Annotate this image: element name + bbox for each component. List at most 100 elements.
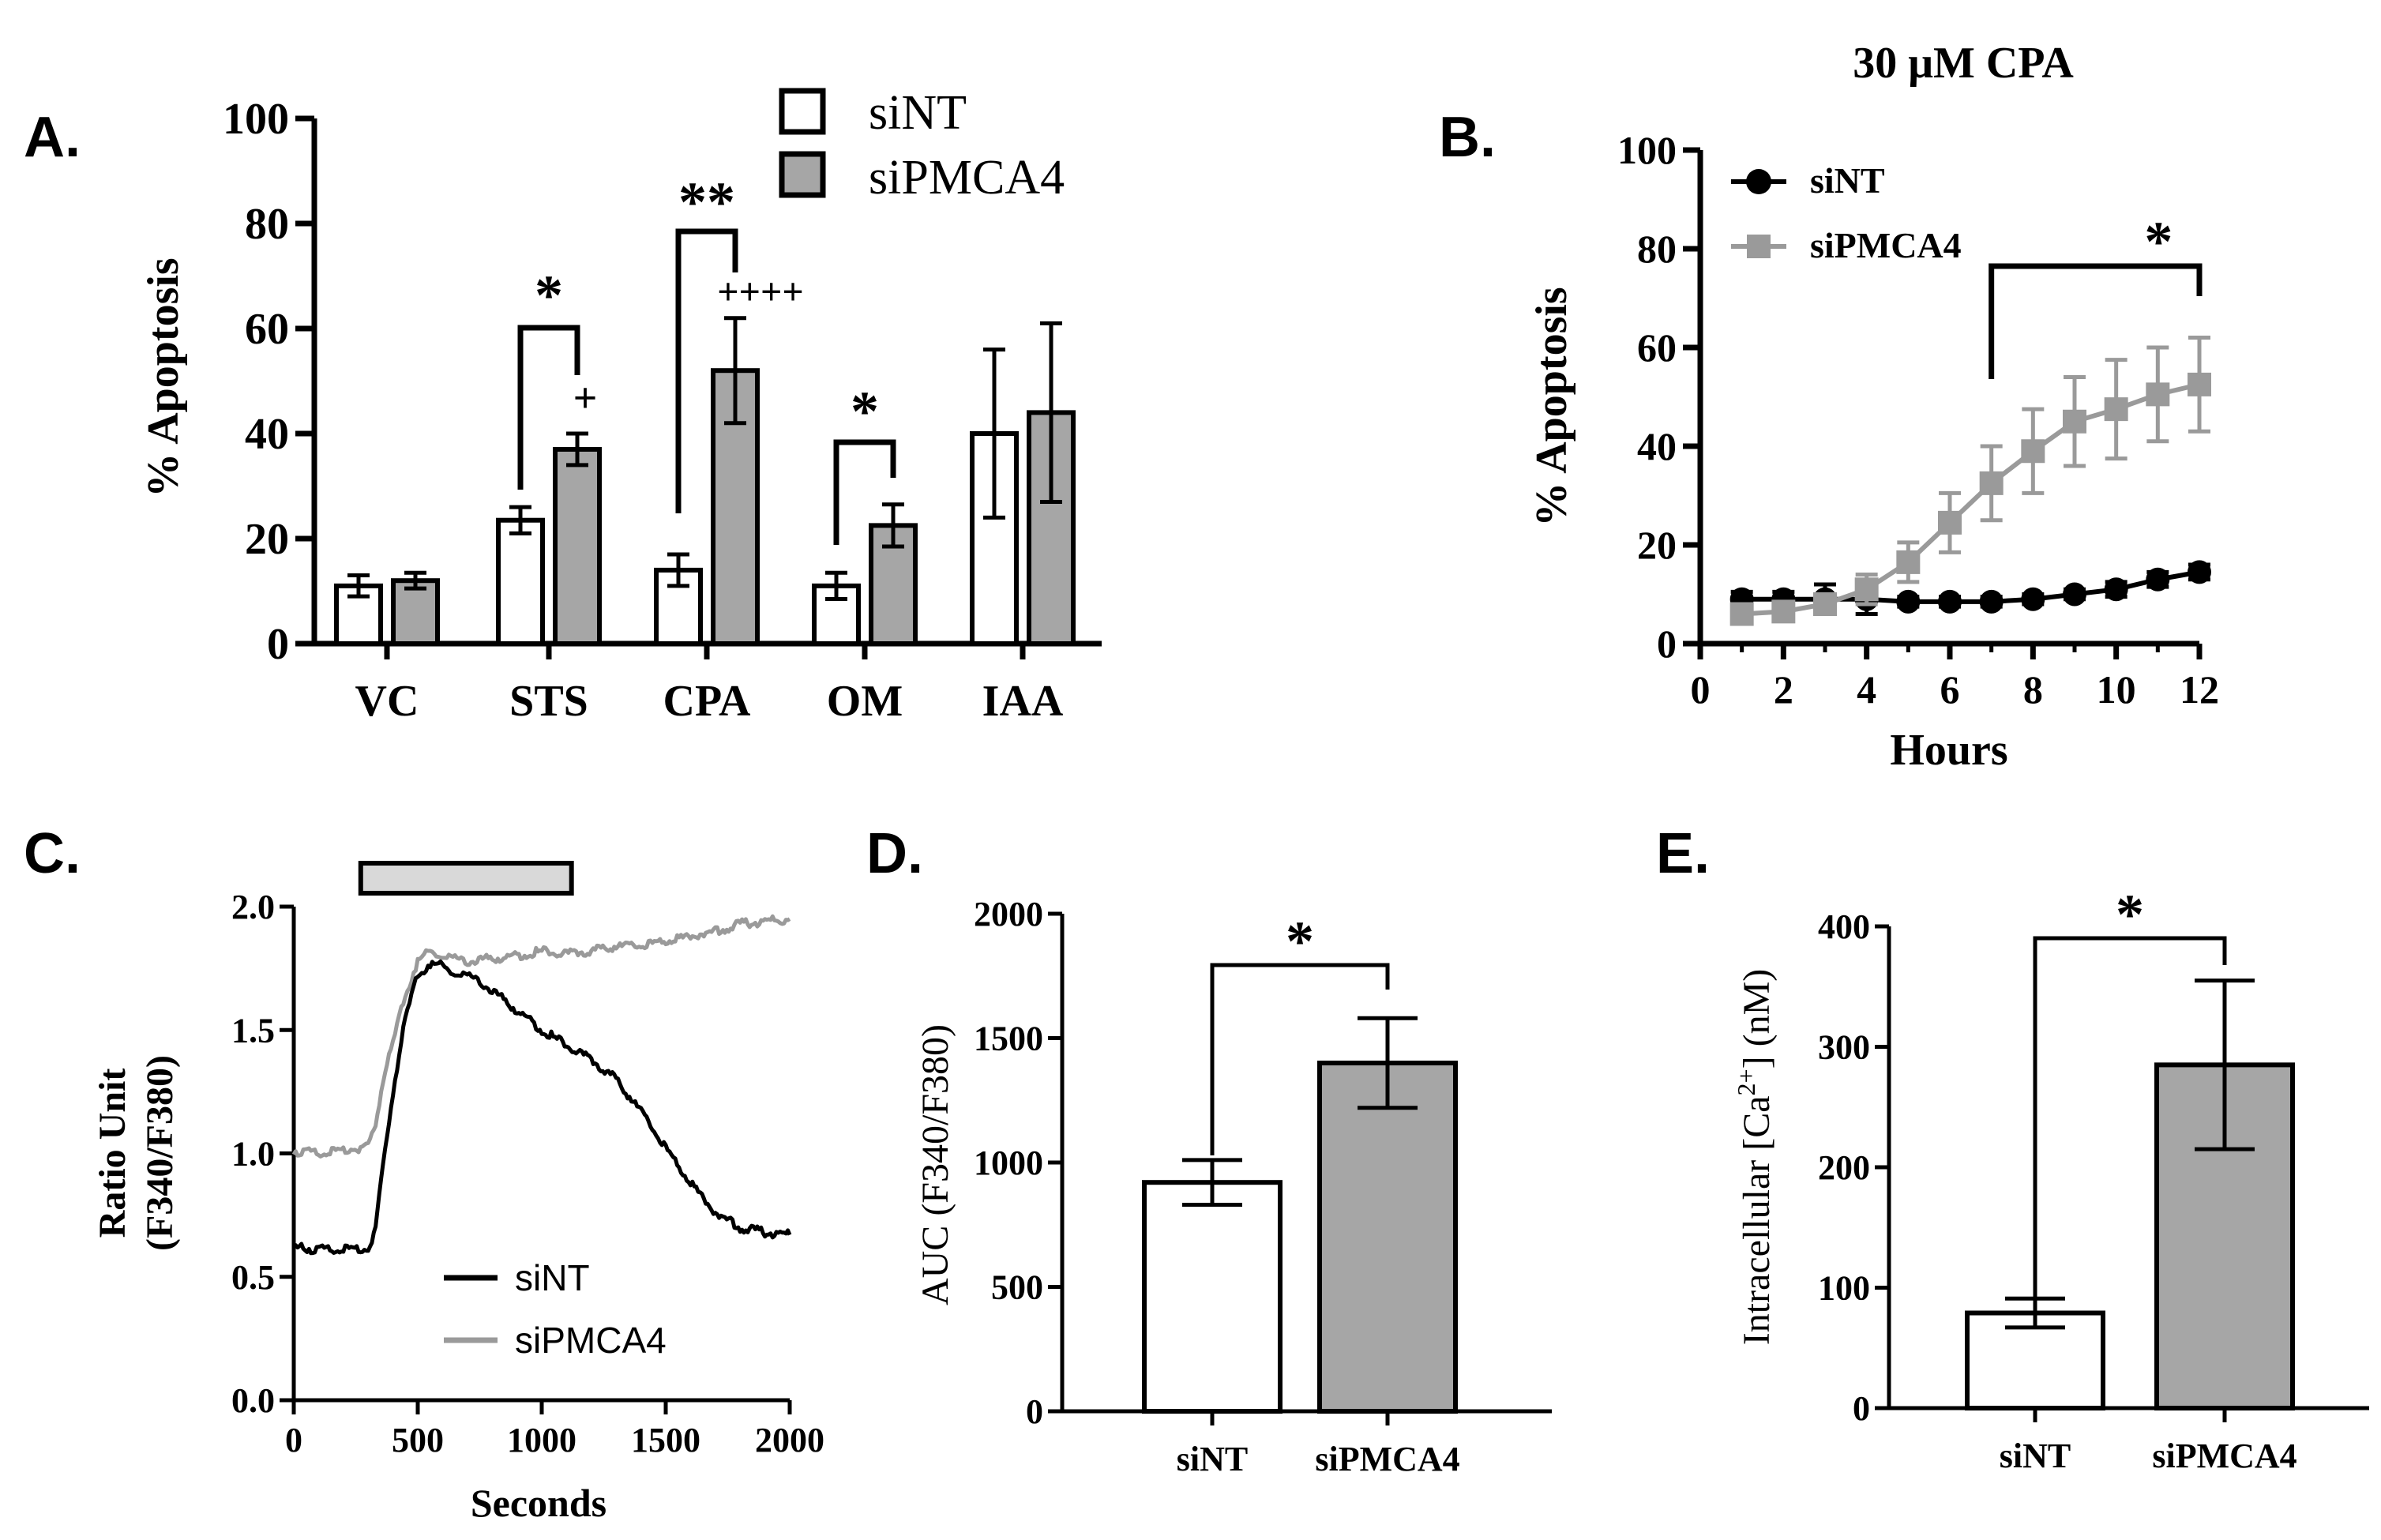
- panel-e-label: E.: [1656, 822, 1710, 885]
- legend-label-sipmca4: siPMCA4: [1810, 225, 1962, 265]
- y-tick-label: 500: [991, 1268, 1043, 1307]
- data-point-sint: [2188, 560, 2211, 584]
- x-tick-label: CPA: [663, 677, 751, 726]
- data-point-sint: [2104, 577, 2128, 602]
- x-tick-label: 12: [2180, 667, 2219, 712]
- data-point-sint: [2021, 587, 2045, 611]
- data-point-sipmca4: [2104, 397, 2128, 422]
- x-tick-label: 500: [392, 1421, 444, 1459]
- data-point-sipmca4: [1938, 510, 1962, 535]
- bar-sint: [496, 517, 545, 646]
- y-tick-label: 0: [1657, 622, 1677, 666]
- data-point-sipmca4: [1813, 592, 1837, 616]
- legend-marker-sint: [1746, 169, 1771, 194]
- x-tick-label: IAA: [982, 677, 1064, 726]
- data-point-sipmca4: [1854, 577, 1879, 602]
- panel-c-legend: siNT siPMCA4: [444, 1257, 667, 1361]
- x-tick-label: 0: [285, 1421, 302, 1459]
- panel-b-plot: 0 20 40 60 80 100 0 2 4 6 8 10 12 *: [1617, 128, 2219, 712]
- y-tick-label: 100: [223, 95, 289, 144]
- trace-sint: [293, 959, 792, 1256]
- data-point-sipmca4: [1771, 599, 1796, 624]
- data-point-sint: [1896, 589, 1921, 614]
- panel-e: E. 0 100 200 300 400 siNT siPMCA4 * Intracellul…: [1656, 822, 2369, 1475]
- x-tick-label: 2000: [755, 1421, 824, 1459]
- panel-c-plot: 0.0 0.5 1.0 1.5 2.0 0 500 1000 1500 2000: [231, 861, 824, 1459]
- legend-label-sipmca4: siPMCA4: [869, 151, 1065, 205]
- panel-d: D. 0 500 1000 1500 2000 siNT siPMCA4 * AUC (F34…: [866, 822, 1552, 1478]
- data-point-sipmca4: [2021, 439, 2045, 464]
- significance-star: *: [535, 264, 563, 327]
- data-point-sint: [2146, 567, 2170, 592]
- y-tick-label: 0.5: [231, 1258, 275, 1297]
- significance-bracket: [675, 228, 738, 513]
- data-point-sipmca4: [1896, 550, 1921, 574]
- legend-label-sint: siNT: [869, 86, 967, 140]
- x-tick-label: STS: [509, 677, 588, 726]
- x-tick-label: 8: [2023, 667, 2043, 712]
- legend-label-sint: siNT: [1810, 160, 1885, 201]
- data-point-sipmca4: [2146, 382, 2170, 407]
- data-point-sipmca4: [2188, 372, 2211, 396]
- x-tick-label: VC: [355, 677, 419, 726]
- legend-swatch-sint: [779, 88, 826, 135]
- y-tick-label: 0: [1853, 1389, 1870, 1428]
- significance-bracket: [833, 439, 896, 545]
- legend-marker-sipmca4: [1747, 235, 1771, 258]
- x-tick-label: siNT: [1177, 1440, 1248, 1478]
- y-tick-label: 1.5: [231, 1011, 275, 1050]
- panel-c-y-axis-label-line1: Ratio Unit: [92, 1069, 133, 1238]
- panel-b-title: 30 μM CPA: [1853, 39, 2074, 88]
- y-tick-label: 100: [1818, 1269, 1870, 1308]
- data-point-sint: [2063, 582, 2086, 607]
- y-tick-label: 100: [1617, 128, 1677, 172]
- y-tick-label: 80: [245, 200, 289, 249]
- x-tick-label: 2: [1774, 667, 1793, 712]
- y-tick-label: 2.0: [231, 888, 275, 926]
- y-tick-label: 400: [1818, 907, 1870, 946]
- panel-a-legend: siNT siPMCA4: [779, 86, 1065, 205]
- legend-label-sint: siNT: [515, 1257, 590, 1298]
- panel-c-label: C.: [24, 822, 81, 885]
- significance-bracket: [517, 325, 580, 490]
- significance-star: *: [2116, 883, 2144, 946]
- panel-c-x-axis-label: Seconds: [471, 1481, 607, 1525]
- x-tick-label: siPMCA4: [2152, 1437, 2297, 1475]
- significance-star: *: [2144, 210, 2173, 273]
- y-tick-label: 80: [1637, 227, 1677, 271]
- data-point-sint: [1938, 589, 1962, 614]
- data-point-sint: [1979, 589, 2004, 614]
- significance-plus: +: [573, 374, 598, 422]
- legend-label-sipmca4: siPMCA4: [515, 1320, 667, 1361]
- series-line-sipmca4: [1741, 381, 2200, 617]
- y-tick-label: 60: [1637, 325, 1677, 370]
- panel-a-label: A.: [24, 106, 81, 169]
- x-tick-label: siNT: [2000, 1437, 2071, 1475]
- panel-b-legend: siNT siPMCA4: [1731, 160, 1962, 265]
- y-tick-label: 0: [1026, 1392, 1043, 1431]
- y-tick-label: 0: [267, 620, 289, 669]
- x-tick-label: 6: [1940, 667, 1960, 712]
- y-tick-label: 2000: [974, 895, 1043, 933]
- panel-d-plot: 0 500 1000 1500 2000 siNT siPMCA4 *: [974, 895, 1552, 1478]
- x-tick-label: 10: [2097, 667, 2136, 712]
- significance-bracket: [1210, 963, 1390, 1155]
- bar-sint: [1142, 1180, 1283, 1414]
- y-tick-label: 1.0: [231, 1135, 275, 1174]
- panel-a-y-axis-label: % Apoptosis: [139, 257, 188, 497]
- y-tick-label: 300: [1818, 1028, 1870, 1067]
- panel-e-plot: 0 100 200 300 400 siNT siPMCA4 *: [1818, 883, 2369, 1475]
- significance-plus: ++++: [717, 271, 803, 313]
- y-tick-label: 40: [1637, 424, 1677, 468]
- x-tick-label: siPMCA4: [1315, 1440, 1459, 1478]
- significance-star: *: [851, 380, 879, 443]
- y-tick-label: 1000: [974, 1144, 1043, 1182]
- panel-b-label: B.: [1439, 106, 1496, 169]
- y-tick-label: 1500: [974, 1020, 1043, 1058]
- series-line-sint: [1741, 569, 2200, 604]
- y-tick-label: 0.0: [231, 1381, 275, 1420]
- significance-star: **: [678, 171, 735, 234]
- panel-c: C. 0.0 0.5 1.0 1.5 2.0 0 500 1000 1500 2000 Ratio…: [24, 822, 824, 1525]
- bar-sipmca4: [711, 368, 760, 646]
